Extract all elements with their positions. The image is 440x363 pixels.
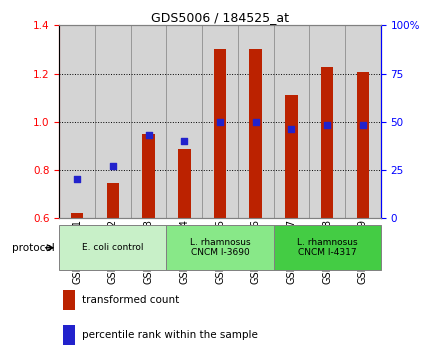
Bar xyxy=(143,134,155,218)
Bar xyxy=(71,213,84,218)
Bar xyxy=(59,225,166,270)
Point xyxy=(252,119,259,125)
Point xyxy=(181,138,188,144)
Title: GDS5006 / 184525_at: GDS5006 / 184525_at xyxy=(151,11,289,24)
Text: L. rhamnosus
CNCM I-4317: L. rhamnosus CNCM I-4317 xyxy=(297,238,357,257)
Point xyxy=(359,123,366,129)
Bar xyxy=(166,25,202,218)
Point xyxy=(216,119,224,125)
Bar xyxy=(202,25,238,218)
Point xyxy=(323,123,330,129)
Point xyxy=(288,126,295,132)
Point xyxy=(74,176,81,182)
Bar xyxy=(106,183,119,218)
Bar xyxy=(274,225,381,270)
Bar xyxy=(309,25,345,218)
Bar xyxy=(345,25,381,218)
Text: L. rhamnosus
CNCM I-3690: L. rhamnosus CNCM I-3690 xyxy=(190,238,250,257)
Bar xyxy=(274,25,309,218)
Bar xyxy=(166,225,274,270)
Bar xyxy=(62,325,76,345)
Text: protocol: protocol xyxy=(12,243,55,253)
Bar xyxy=(131,25,166,218)
Bar xyxy=(95,25,131,218)
Bar xyxy=(214,49,226,218)
Bar xyxy=(178,149,191,218)
Point xyxy=(145,132,152,138)
Text: E. coli control: E. coli control xyxy=(82,243,144,252)
Bar xyxy=(356,72,369,218)
Bar xyxy=(62,290,76,310)
Point xyxy=(110,163,117,169)
Text: percentile rank within the sample: percentile rank within the sample xyxy=(82,330,258,340)
Bar xyxy=(321,68,334,218)
Text: transformed count: transformed count xyxy=(82,295,179,305)
Bar xyxy=(285,95,297,218)
Bar xyxy=(249,49,262,218)
Bar xyxy=(59,25,95,218)
Bar xyxy=(238,25,274,218)
